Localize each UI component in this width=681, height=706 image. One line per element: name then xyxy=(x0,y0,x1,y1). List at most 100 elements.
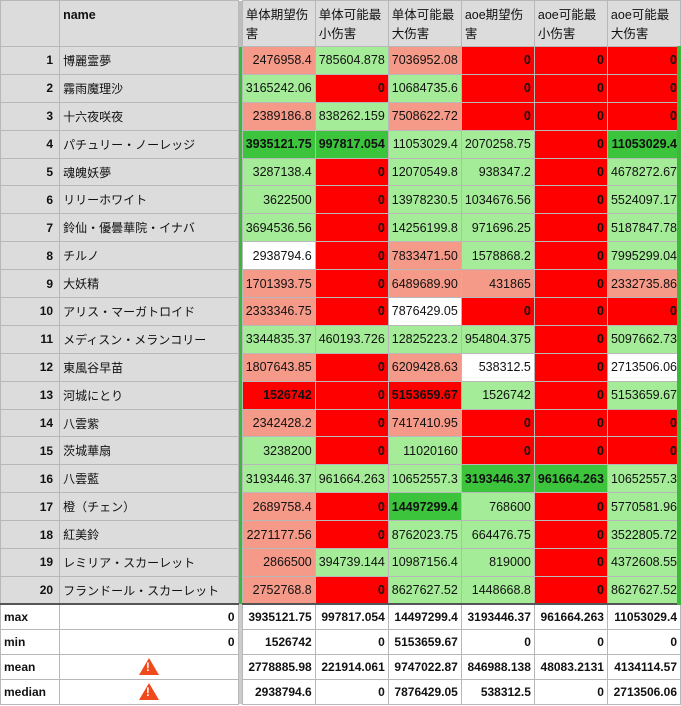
value-cell[interactable]: 997817.054 xyxy=(314,129,389,159)
value-cell[interactable]: 0 xyxy=(314,436,389,466)
value-cell[interactable]: 0 xyxy=(533,324,608,354)
value-cell[interactable]: 3193446.37 xyxy=(241,464,316,494)
value-cell[interactable]: 8627627.52 xyxy=(387,575,462,605)
value-cell[interactable]: 961664.263 xyxy=(314,464,389,494)
value-cell[interactable]: 0 xyxy=(460,408,535,438)
value-cell[interactable]: 0 xyxy=(533,408,608,438)
value-cell[interactable]: 5770581.96 xyxy=(606,492,681,522)
value-cell[interactable]: 0 xyxy=(314,520,389,550)
col-header[interactable]: aoe期望伤害 xyxy=(460,0,535,47)
value-cell[interactable]: 1526742 xyxy=(460,380,535,410)
summary-value-cell[interactable]: 48083.2131 xyxy=(533,653,608,680)
value-cell[interactable]: 838262.159 xyxy=(314,101,389,131)
value-cell[interactable]: 7995299.04 xyxy=(606,241,681,271)
value-cell[interactable]: 0 xyxy=(314,157,389,187)
value-cell[interactable]: 0 xyxy=(533,436,608,466)
name-header[interactable]: name xyxy=(59,0,239,47)
value-cell[interactable]: 4678272.67 xyxy=(606,157,681,187)
value-cell[interactable]: 3238200 xyxy=(241,436,316,466)
value-cell[interactable]: 7508622.72 xyxy=(387,101,462,131)
col-header[interactable]: 单体期望伤害 xyxy=(241,0,316,47)
value-cell[interactable]: 1526742 xyxy=(241,380,316,410)
value-cell[interactable]: 12070549.8 xyxy=(387,157,462,187)
name-cell[interactable]: 霧雨魔理沙 xyxy=(59,73,239,103)
row-index[interactable]: 19 xyxy=(0,548,61,577)
value-cell[interactable]: 0 xyxy=(314,213,389,243)
value-cell[interactable]: 0 xyxy=(606,436,681,466)
value-cell[interactable]: 7876429.05 xyxy=(387,297,462,326)
summary-value-cell[interactable]: 11053029.4 xyxy=(606,603,681,630)
value-cell[interactable]: 3287138.4 xyxy=(241,157,316,187)
row-index[interactable]: 15 xyxy=(0,436,61,466)
value-cell[interactable]: 13978230.5 xyxy=(387,185,462,215)
summary-value-cell[interactable]: 961664.263 xyxy=(533,603,608,630)
value-cell[interactable]: 7833471.50 xyxy=(387,241,462,271)
frozen-divider[interactable] xyxy=(238,0,243,47)
value-cell[interactable]: 3694536.56 xyxy=(241,213,316,243)
row-index[interactable]: 8 xyxy=(0,241,61,271)
col-header[interactable]: aoe可能最小伤害 xyxy=(533,0,608,47)
value-cell[interactable]: 0 xyxy=(606,297,681,326)
summary-value-cell[interactable]: 846988.138 xyxy=(460,653,535,680)
value-cell[interactable]: 0 xyxy=(460,436,535,466)
row-index[interactable]: 18 xyxy=(0,520,61,550)
col-header[interactable]: 单体可能最大伤害 xyxy=(387,0,462,47)
warning-icon[interactable] xyxy=(138,658,159,676)
name-cell[interactable]: チルノ xyxy=(59,241,239,271)
value-cell[interactable]: 0 xyxy=(314,241,389,271)
value-cell[interactable]: 6209428.63 xyxy=(387,352,462,382)
summary-value-cell[interactable]: 1526742 xyxy=(241,628,316,655)
summary-value-cell[interactable]: 0 xyxy=(314,678,389,705)
value-cell[interactable]: 0 xyxy=(533,380,608,410)
summary-value-cell[interactable]: 2713506.06 xyxy=(606,678,681,705)
value-cell[interactable]: 0 xyxy=(533,213,608,243)
summary-value-cell[interactable]: 0 xyxy=(533,678,608,705)
value-cell[interactable]: 1701393.75 xyxy=(241,269,316,299)
summary-value-cell[interactable]: 4134114.57 xyxy=(606,653,681,680)
value-cell[interactable]: 954804.375 xyxy=(460,324,535,354)
value-cell[interactable]: 2389186.8 xyxy=(241,101,316,131)
value-cell[interactable]: 0 xyxy=(533,520,608,550)
summary-value-cell[interactable]: 14497299.4 xyxy=(387,603,462,630)
value-cell[interactable]: 819000 xyxy=(460,548,535,577)
row-index[interactable]: 6 xyxy=(0,185,61,215)
row-index[interactable]: 7 xyxy=(0,213,61,243)
name-cell[interactable]: 魂魄妖夢 xyxy=(59,157,239,187)
value-cell[interactable]: 5153659.67 xyxy=(606,380,681,410)
value-cell[interactable]: 2332735.86 xyxy=(606,269,681,299)
value-cell[interactable]: 11053029.4 xyxy=(606,129,681,159)
row-index[interactable]: 20 xyxy=(0,575,61,605)
summary-value-cell[interactable]: 5153659.67 xyxy=(387,628,462,655)
value-cell[interactable]: 0 xyxy=(314,352,389,382)
value-cell[interactable]: 4372608.55 xyxy=(606,548,681,577)
value-cell[interactable]: 12825223.2 xyxy=(387,324,462,354)
value-cell[interactable]: 0 xyxy=(533,73,608,103)
value-cell[interactable]: 0 xyxy=(606,408,681,438)
value-cell[interactable]: 1807643.85 xyxy=(241,352,316,382)
value-cell[interactable]: 768600 xyxy=(460,492,535,522)
value-cell[interactable]: 2752768.8 xyxy=(241,575,316,605)
value-cell[interactable]: 5097662.73 xyxy=(606,324,681,354)
name-cell[interactable]: 鈴仙・優曇華院・イナバ xyxy=(59,213,239,243)
row-index[interactable]: 16 xyxy=(0,464,61,494)
value-cell[interactable]: 2866500 xyxy=(241,548,316,577)
row-index[interactable]: 2 xyxy=(0,73,61,103)
value-cell[interactable]: 3165242.06 xyxy=(241,73,316,103)
summary-name-cell[interactable] xyxy=(59,653,239,680)
value-cell[interactable]: 0 xyxy=(533,46,608,75)
value-cell[interactable]: 5187847.78 xyxy=(606,213,681,243)
name-cell[interactable]: 茨城華扇 xyxy=(59,436,239,466)
value-cell[interactable]: 3522805.72 xyxy=(606,520,681,550)
value-cell[interactable]: 0 xyxy=(606,73,681,103)
row-index[interactable]: 3 xyxy=(0,101,61,131)
value-cell[interactable]: 2689758.4 xyxy=(241,492,316,522)
row-index[interactable]: 10 xyxy=(0,297,61,326)
value-cell[interactable]: 3344835.37 xyxy=(241,324,316,354)
value-cell[interactable]: 0 xyxy=(314,185,389,215)
value-cell[interactable]: 0 xyxy=(533,492,608,522)
value-cell[interactable]: 5153659.67 xyxy=(387,380,462,410)
name-cell[interactable]: 紅美鈴 xyxy=(59,520,239,550)
value-cell[interactable]: 0 xyxy=(533,101,608,131)
value-cell[interactable]: 6489689.90 xyxy=(387,269,462,299)
summary-value-cell[interactable]: 221914.061 xyxy=(314,653,389,680)
